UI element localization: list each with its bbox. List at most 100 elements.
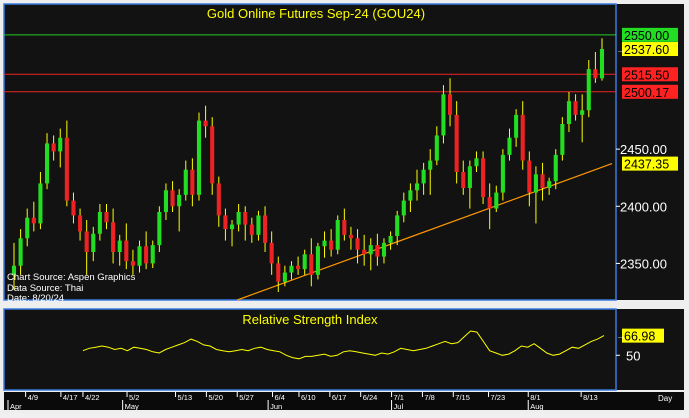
candle-body — [144, 246, 149, 264]
date-tick-label: 8/13 — [583, 393, 598, 402]
candle-body — [223, 215, 228, 230]
price-tick-label: 2450.00 — [620, 142, 667, 157]
rsi-tick-50: 50 — [626, 348, 640, 363]
date-tick-label: 4/9 — [28, 393, 38, 402]
date-tick-label: 6/17 — [332, 393, 347, 402]
date-tick-label: 6/4 — [275, 393, 285, 402]
candle-body — [84, 231, 89, 252]
month-tick-label: Jun — [270, 402, 282, 411]
candle-body — [97, 212, 102, 234]
candle-body — [362, 249, 367, 255]
level-label-2515: 2515.50 — [624, 68, 669, 82]
rsi-current-label: 66.98 — [624, 330, 655, 344]
candle-body — [124, 240, 129, 262]
rsi-line — [82, 330, 605, 360]
date-tick-label: 4/22 — [85, 393, 100, 402]
candle-body — [296, 265, 301, 270]
candle-body — [203, 120, 208, 127]
candle-body — [130, 261, 135, 266]
date-tick-label: 5/2 — [129, 393, 139, 402]
candle-body — [210, 126, 215, 184]
price-tick-label: 2400.00 — [620, 199, 667, 214]
candle-body — [104, 212, 109, 223]
candle-body — [494, 192, 499, 209]
candle-body — [461, 172, 466, 188]
candle-body — [474, 158, 479, 167]
date-tick-label: 7/8 — [424, 393, 434, 402]
rsi-current-box — [622, 328, 664, 343]
candle-body — [78, 215, 83, 232]
candle-body — [190, 169, 195, 195]
candle-body — [454, 114, 459, 172]
candle-body — [434, 135, 439, 161]
candle-body — [533, 174, 538, 193]
month-tick-label: Aug — [530, 402, 543, 411]
candle-body — [514, 114, 519, 138]
candle-body — [183, 169, 188, 195]
candle-body — [487, 197, 492, 209]
candle-body — [395, 215, 400, 236]
chart-title: Gold Online Futures Sep-24 (GOU24) — [207, 6, 425, 21]
candle-body — [573, 101, 578, 115]
candle-body — [256, 215, 261, 235]
candle-body — [111, 222, 116, 252]
date-tick-label: 4/17 — [63, 393, 78, 402]
candle-body — [335, 220, 340, 250]
candle-body — [560, 124, 565, 155]
candle-body — [243, 212, 248, 225]
candle-body — [322, 240, 327, 247]
date-tick-label: 7/23 — [491, 393, 506, 402]
trendline-label-2437: 2437.35 — [624, 158, 669, 172]
candle-body — [38, 183, 43, 224]
candle-body — [467, 166, 472, 188]
candle-body — [342, 220, 347, 235]
candle-body — [421, 169, 426, 184]
level-label-2500: 2500.17 — [624, 86, 669, 100]
candle-body — [381, 242, 387, 257]
candle-body — [540, 174, 545, 188]
month-tick-label: Apr — [10, 402, 22, 411]
candle-body — [163, 190, 169, 212]
last-price-label: 2537.60 — [624, 43, 669, 57]
last-price-label-box — [622, 42, 678, 57]
candle-body — [586, 69, 591, 111]
candle-body — [329, 240, 334, 250]
rsi-plot-frame — [3, 308, 617, 391]
date-tick-label: 5/27 — [239, 393, 254, 402]
candle-body — [355, 238, 360, 250]
candle-body — [547, 181, 552, 188]
candle-body — [441, 94, 446, 136]
candle-body — [18, 238, 23, 266]
candle-body — [117, 240, 122, 252]
source-line-2: Data Source: Thai — [7, 283, 83, 294]
level-label-2515-box — [622, 67, 678, 82]
candle-body — [196, 120, 202, 195]
candle-body — [289, 265, 294, 273]
rsi-title: Relative Strength Index — [242, 312, 378, 327]
candle-body — [527, 160, 532, 193]
level-label-2500-box — [622, 84, 678, 99]
candle-body — [71, 200, 76, 216]
candle-body — [368, 245, 373, 255]
candle-body — [170, 190, 175, 207]
candle-body — [51, 143, 56, 152]
candle-body — [507, 137, 512, 155]
date-tick-label: 7/1 — [394, 393, 404, 402]
date-tick-label: 8/1 — [530, 393, 540, 402]
price-plot-frame — [3, 3, 617, 301]
candle-body — [481, 158, 486, 198]
date-axis-bg — [4, 392, 684, 410]
level-label-2550: 2550.00 — [624, 29, 669, 43]
candle-body — [408, 190, 413, 201]
candle-body — [414, 183, 420, 191]
date-tick-label: 5/13 — [178, 393, 193, 402]
candle-body — [276, 263, 281, 282]
candle-body — [401, 200, 406, 216]
candle-body — [388, 236, 393, 243]
candle-body — [263, 215, 268, 243]
candle-body — [566, 101, 572, 124]
candle-body — [447, 94, 453, 115]
candle-body — [58, 137, 63, 152]
